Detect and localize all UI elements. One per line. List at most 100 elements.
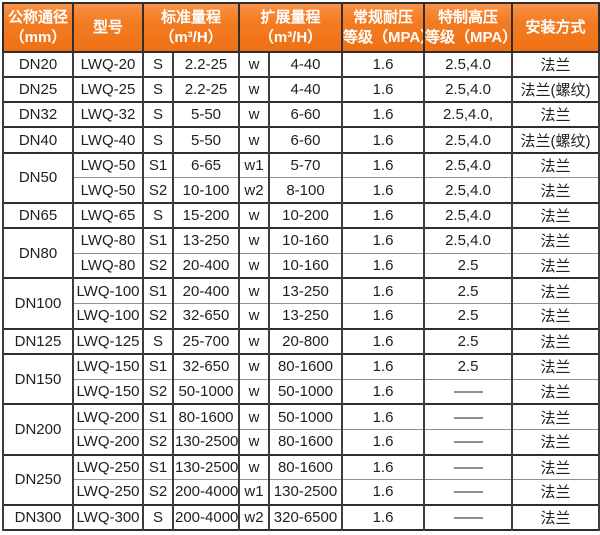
cell-ext-code: w	[238, 201, 270, 229]
cell-hp: 2.5,4.0	[423, 76, 513, 103]
cell-model: LWQ-250	[72, 479, 144, 505]
cell-std-range: 200-4000	[172, 479, 240, 505]
cell-model: LWQ-25	[72, 76, 144, 103]
cell-ext-range: 10-160	[268, 252, 343, 279]
cell-ext-code: w	[238, 227, 270, 254]
cell-hp: ——	[423, 378, 513, 405]
cell-dn: DN65	[2, 201, 74, 229]
cell-hp: ——	[423, 403, 513, 430]
table-row: DN32 LWQ-32 S 5-50 w 6-60 1.6 2.5,4.0, 法兰	[2, 101, 600, 128]
cell-std-code: S2	[142, 479, 174, 505]
cell-std-code: S2	[142, 428, 174, 455]
table-row: DN250 LWQ-250 S1 130-2500 w 80-1600 1.6 —— 法兰	[2, 453, 600, 505]
cell-dn: DN80	[2, 227, 74, 279]
cell-std-range: 200-4000	[172, 503, 240, 530]
table-row: DN25 LWQ-25 S 2.2-25 w 4-40 1.6 2.5,4.0 法兰(螺纹)	[2, 76, 600, 103]
cell-hp: 2.5	[423, 252, 513, 279]
cell-std-code: S	[142, 201, 174, 229]
cell-mpa: 1.6	[341, 252, 425, 279]
header-high-pressure-line1: 特制高压	[437, 9, 498, 26]
cell-ext-code: w	[238, 352, 270, 380]
cell-mount: 法兰	[511, 50, 600, 78]
cell-mount: 法兰(螺纹)	[511, 126, 600, 153]
cell-dn: DN200	[2, 403, 74, 455]
cell-dn: DN150	[2, 352, 74, 405]
cell-std-range: 2.2-25	[172, 50, 240, 78]
cell-mpa: 1.6	[341, 151, 425, 178]
cell-std-code: S	[142, 503, 174, 530]
cell-ext-range: 130-2500	[268, 479, 343, 505]
cell-ext-range: 80-1600	[268, 352, 343, 380]
cell-std-range: 6-65	[172, 151, 240, 178]
cell-dn: DN32	[2, 101, 74, 128]
cell-ext-range: 6-60	[268, 126, 343, 153]
cell-std-code: S	[142, 76, 174, 103]
cell-mpa: 1.6	[341, 378, 425, 405]
cell-std-code: S2	[142, 177, 174, 203]
header-extended-range: 扩展量程 （m³/H）	[238, 2, 343, 53]
header-extended-range-line2: （m³/H）	[258, 28, 323, 46]
cell-ext-code: w1	[238, 151, 270, 178]
cell-hp: 2.5	[423, 277, 513, 304]
cell-model: LWQ-200	[72, 403, 144, 430]
cell-model: LWQ-300	[72, 503, 144, 530]
cell-hp: ——	[423, 453, 513, 480]
cell-ext-range: 10-200	[268, 201, 343, 229]
header-extended-range-line1: 扩展量程	[260, 9, 321, 26]
table-row: DN125 LWQ-125 S 25-700 w 20-800 1.6 2.5 法兰	[2, 327, 600, 354]
cell-dn: DN50	[2, 151, 74, 203]
cell-model: LWQ-100	[72, 303, 144, 329]
cell-dn: DN25	[2, 76, 74, 103]
table-row: LWQ-50 S2 10-100 w2 8-100 1.6 2.5,4.0 法兰	[3, 177, 600, 203]
cell-mount: 法兰	[511, 303, 600, 329]
cell-dn: DN40	[2, 126, 74, 153]
table-row: DN100 LWQ-100 S1 20-400 w 13-250 1.6 2.5 法兰	[2, 277, 600, 329]
cell-mount: 法兰	[511, 252, 600, 279]
cell-ext-range: 50-1000	[268, 403, 343, 430]
cell-ext-range: 8-100	[268, 177, 343, 203]
cell-model: LWQ-200	[72, 428, 144, 455]
table-row: DN80 LWQ-80 S1 13-250 w 10-160 1.6 2.5,4.0 法兰	[2, 227, 600, 279]
cell-mpa: 1.6	[341, 227, 425, 254]
cell-mpa: 1.6	[341, 277, 425, 304]
cell-std-range: 80-1600	[172, 403, 240, 430]
cell-std-range: 15-200	[172, 201, 240, 229]
table-row: DN20 LWQ-20 S 2.2-25 w 4-40 1.6 2.5,4.0 法兰	[2, 50, 600, 78]
cell-ext-range: 50-1000	[268, 378, 343, 405]
cell-ext-code: w2	[238, 177, 270, 203]
cell-std-code: S	[142, 101, 174, 128]
cell-ext-code: w2	[238, 503, 270, 530]
cell-dn: DN100	[2, 277, 74, 329]
header-standard-range-line2: （m³/H）	[159, 28, 223, 46]
cell-model: LWQ-150	[72, 352, 144, 380]
table-row: LWQ-80 S2 20-400 w 10-160 1.6 2.5 法兰	[3, 252, 600, 279]
cell-mpa: 1.6	[341, 403, 425, 430]
cell-mount: 法兰	[511, 201, 600, 229]
cell-ext-range: 4-40	[268, 50, 343, 78]
cell-mpa: 1.6	[341, 201, 425, 229]
cell-hp: 2.5	[423, 303, 513, 329]
cell-mpa: 1.6	[341, 327, 425, 354]
cell-mount: 法兰	[511, 327, 600, 354]
cell-ext-range: 80-1600	[268, 453, 343, 480]
cell-ext-code: w	[238, 126, 270, 153]
table-row: DN150 LWQ-150 S1 32-650 w 80-1600 1.6 2.5 法兰	[2, 352, 600, 405]
cell-std-range: 20-400	[172, 252, 240, 279]
cell-model: LWQ-80	[72, 227, 144, 254]
cell-model: LWQ-65	[72, 201, 144, 229]
cell-std-code: S1	[142, 453, 174, 480]
cell-std-code: S	[142, 126, 174, 153]
cell-std-range: 32-650	[172, 352, 240, 380]
cell-ext-range: 10-160	[268, 227, 343, 254]
cell-mpa: 1.6	[341, 453, 425, 480]
cell-std-range: 10-100	[172, 177, 240, 203]
cell-std-range: 25-700	[172, 327, 240, 354]
table-row: DN200 LWQ-200 S1 80-1600 w 50-1000 1.6 —— 法兰	[2, 403, 600, 455]
header-mounting: 安装方式	[511, 2, 600, 53]
header-model-line1: 型号	[92, 18, 123, 36]
cell-mount: 法兰	[511, 352, 600, 380]
cell-mpa: 1.6	[341, 101, 425, 128]
cell-mount: 法兰	[511, 277, 600, 304]
cell-std-range: 2.2-25	[172, 76, 240, 103]
